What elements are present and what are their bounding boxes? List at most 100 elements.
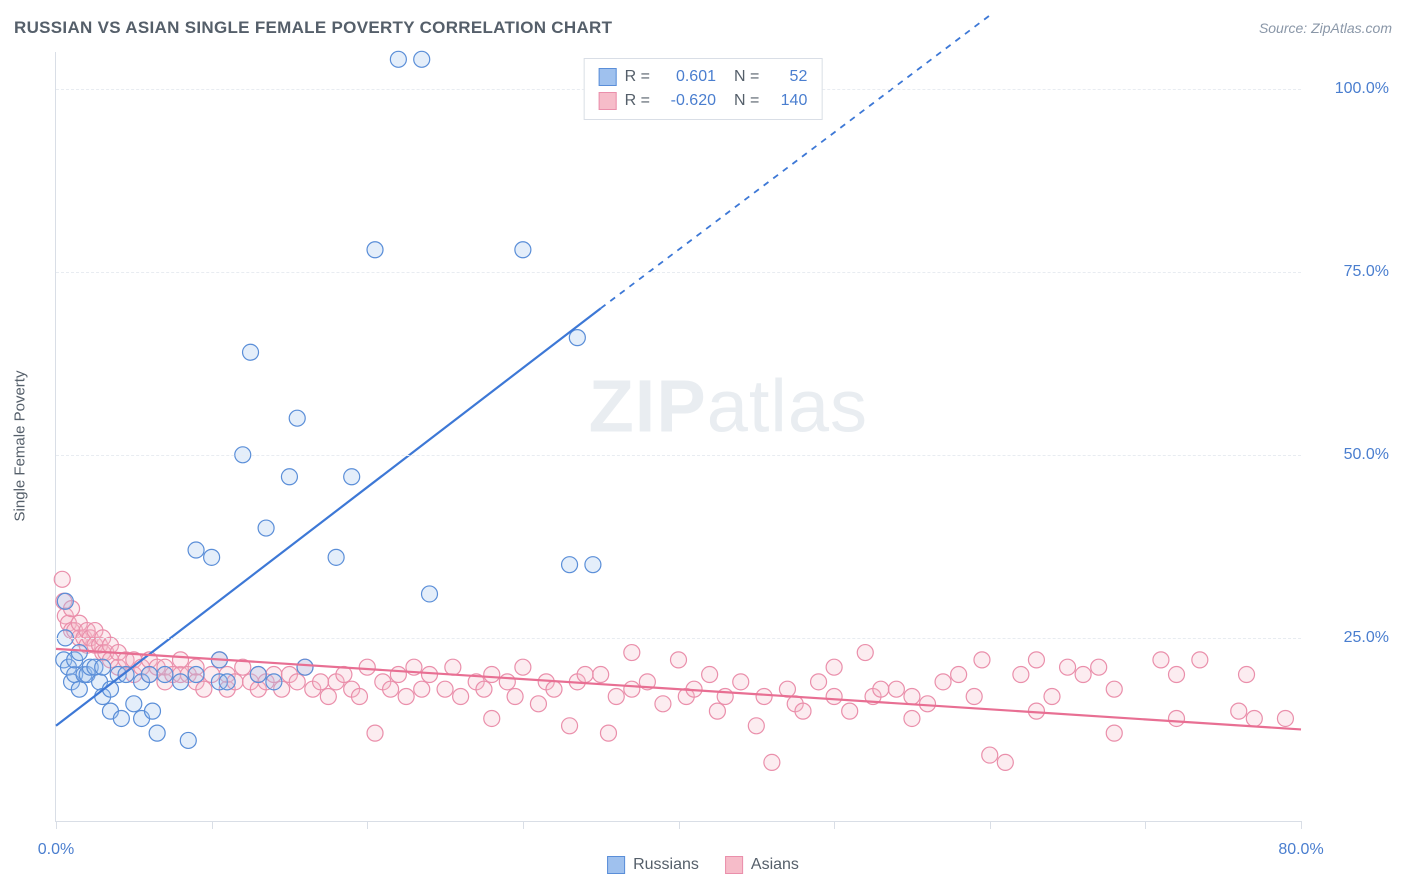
data-point [422, 586, 438, 602]
data-point [149, 725, 165, 741]
data-point [1091, 659, 1107, 675]
data-point [569, 330, 585, 346]
data-point [144, 703, 160, 719]
data-point [484, 710, 500, 726]
data-point [585, 557, 601, 573]
data-point [795, 703, 811, 719]
legend-swatch-asians [599, 92, 617, 110]
data-point [126, 696, 142, 712]
data-point [95, 659, 111, 675]
x-tick-label: 0.0% [38, 841, 74, 859]
data-point [204, 549, 220, 565]
data-point [756, 688, 772, 704]
y-tick-label: 100.0% [1309, 80, 1389, 98]
data-point [857, 645, 873, 661]
data-point [888, 681, 904, 697]
data-point [608, 688, 624, 704]
scatter-plot-svg [56, 52, 1301, 821]
data-point [1060, 659, 1076, 675]
data-point [320, 688, 336, 704]
data-point [1246, 710, 1262, 726]
data-point [499, 674, 515, 690]
data-point [1169, 710, 1185, 726]
data-point [904, 688, 920, 704]
data-point [297, 659, 313, 675]
data-point [414, 51, 430, 67]
data-point [624, 645, 640, 661]
data-point [997, 754, 1013, 770]
data-point [422, 667, 438, 683]
data-point [266, 674, 282, 690]
data-point [1044, 688, 1060, 704]
data-point [351, 688, 367, 704]
data-point [562, 557, 578, 573]
data-point [1153, 652, 1169, 668]
data-point [904, 710, 920, 726]
y-tick-label: 25.0% [1309, 629, 1389, 647]
data-point [157, 667, 173, 683]
legend-swatch-russians [599, 68, 617, 86]
data-point [530, 696, 546, 712]
series-legend-item-russians: Russians [607, 856, 699, 874]
series-legend: Russians Asians [607, 856, 799, 874]
data-point [180, 732, 196, 748]
data-point [507, 688, 523, 704]
data-point [748, 718, 764, 734]
stats-legend-row-russians: R = 0.601 N = 52 [599, 65, 808, 89]
data-point [281, 469, 297, 485]
series-label-asians: Asians [751, 856, 799, 874]
data-point [1239, 667, 1255, 683]
chart-plot-area: ZIPatlas 25.0%50.0%75.0%100.0%0.0%80.0% [55, 52, 1301, 822]
data-point [113, 710, 129, 726]
data-point [1277, 710, 1293, 726]
data-point [966, 688, 982, 704]
data-point [1231, 703, 1247, 719]
data-point [188, 667, 204, 683]
data-point [546, 681, 562, 697]
data-point [1013, 667, 1029, 683]
data-point [71, 645, 87, 661]
data-point [359, 659, 375, 675]
r-value-russians: 0.601 [660, 65, 716, 89]
data-point [390, 51, 406, 67]
data-point [577, 667, 593, 683]
data-point [709, 703, 725, 719]
data-point [1106, 725, 1122, 741]
data-point [1192, 652, 1208, 668]
data-point [842, 703, 858, 719]
data-point [188, 542, 204, 558]
data-point [826, 688, 842, 704]
data-point [951, 667, 967, 683]
data-point [764, 754, 780, 770]
data-point [515, 659, 531, 675]
data-point [289, 674, 305, 690]
data-point [219, 674, 235, 690]
data-point [515, 242, 531, 258]
series-swatch-asians [725, 856, 743, 874]
r-value-asians: -0.620 [660, 89, 716, 113]
data-point [196, 681, 212, 697]
data-point [593, 667, 609, 683]
data-point [453, 688, 469, 704]
series-legend-item-asians: Asians [725, 856, 799, 874]
data-point [873, 681, 889, 697]
y-tick-label: 75.0% [1309, 263, 1389, 281]
data-point [484, 667, 500, 683]
data-point [1028, 652, 1044, 668]
data-point [476, 681, 492, 697]
data-point [243, 344, 259, 360]
data-point [398, 688, 414, 704]
data-point [173, 652, 189, 668]
data-point [826, 659, 842, 675]
data-point [733, 674, 749, 690]
data-point [920, 696, 936, 712]
stats-legend-row-asians: R = -0.620 N = 140 [599, 89, 808, 113]
data-point [344, 469, 360, 485]
series-label-russians: Russians [633, 856, 699, 874]
data-point [258, 520, 274, 536]
data-point [974, 652, 990, 668]
data-point [390, 667, 406, 683]
chart-header: RUSSIAN VS ASIAN SINGLE FEMALE POVERTY C… [14, 18, 1392, 38]
data-point [57, 593, 73, 609]
series-swatch-russians [607, 856, 625, 874]
